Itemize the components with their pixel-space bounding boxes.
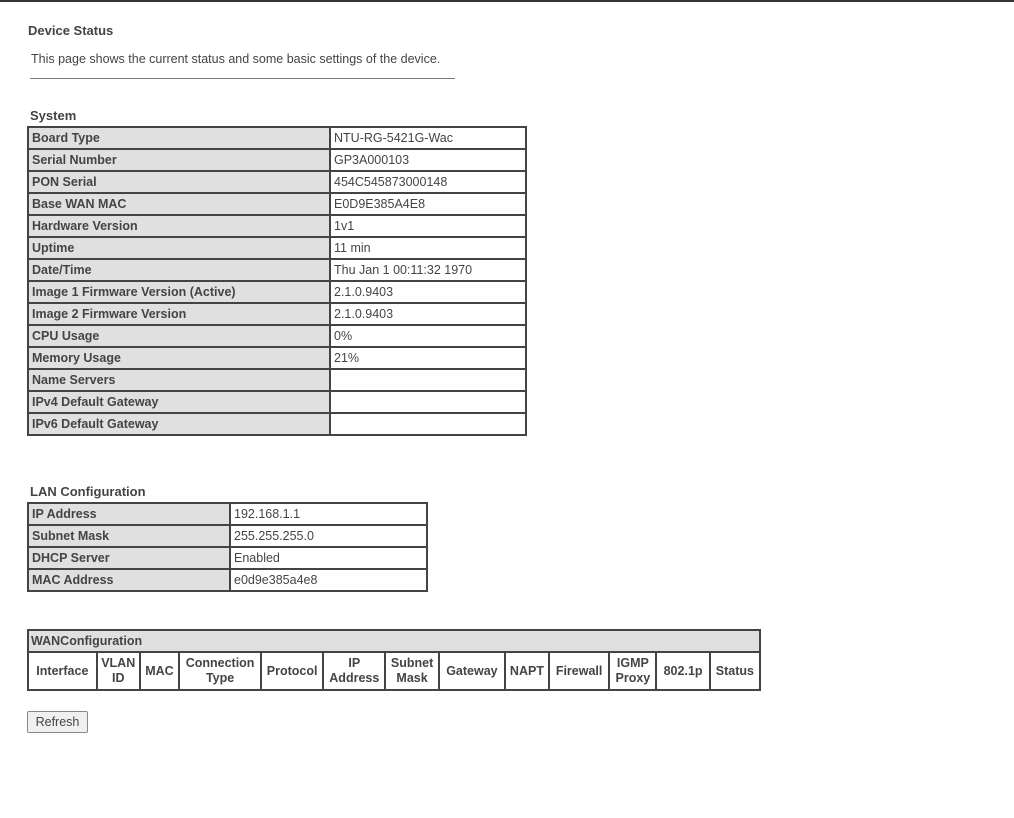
row-value: 2.1.0.9403 bbox=[329, 302, 527, 326]
row-label: CPU Usage bbox=[27, 324, 331, 348]
wan-column-header: Status bbox=[708, 651, 762, 691]
lan-table: IP Address 192.168.1.1 Subnet Mask 255.255.… bbox=[27, 502, 428, 592]
row-value: 2.1.0.9403 bbox=[329, 280, 527, 304]
row-label: IPv6 Default Gateway bbox=[27, 412, 331, 436]
wan-column-header: Firewall bbox=[547, 651, 611, 691]
table-row: Uptime 11 min bbox=[27, 236, 527, 260]
wan-column-header: 802.1p bbox=[655, 651, 711, 691]
refresh-button[interactable]: Refresh bbox=[27, 711, 88, 733]
wan-column-header: IGMP Proxy bbox=[608, 651, 658, 691]
wan-header-row: Interface VLAN ID MAC Connection Type Protocol… bbox=[27, 651, 762, 691]
row-value: GP3A000103 bbox=[329, 148, 527, 172]
table-row: Base WAN MAC E0D9E385A4E8 bbox=[27, 192, 527, 216]
table-row: Serial Number GP3A000103 bbox=[27, 148, 527, 172]
row-value: 192.168.1.1 bbox=[229, 502, 428, 526]
row-label: Base WAN MAC bbox=[27, 192, 331, 216]
table-row: PON Serial 454C545873000148 bbox=[27, 170, 527, 194]
top-border bbox=[0, 0, 1014, 2]
row-label: Subnet Mask bbox=[27, 524, 231, 548]
row-value: 11 min bbox=[329, 236, 527, 260]
table-row: CPU Usage 0% bbox=[27, 324, 527, 348]
wan-title: WANConfiguration bbox=[27, 629, 761, 653]
table-row: Memory Usage 21% bbox=[27, 346, 527, 370]
row-label: PON Serial bbox=[27, 170, 331, 194]
page-description: This page shows the current status and s… bbox=[31, 52, 441, 66]
wan-column-header: Connection Type bbox=[178, 651, 262, 691]
table-row: Subnet Mask 255.255.255.0 bbox=[27, 524, 428, 548]
row-value: E0D9E385A4E8 bbox=[329, 192, 527, 216]
wan-column-header: Protocol bbox=[259, 651, 325, 691]
wan-column-header: MAC bbox=[138, 651, 181, 691]
table-row: MAC Address e0d9e385a4e8 bbox=[27, 568, 428, 592]
row-label: Name Servers bbox=[27, 368, 331, 392]
page-title: Device Status bbox=[28, 23, 114, 38]
row-value: NTU-RG-5421G-Wac bbox=[329, 126, 527, 150]
wan-column-header: NAPT bbox=[504, 651, 550, 691]
row-label: MAC Address bbox=[27, 568, 231, 592]
row-label: Memory Usage bbox=[27, 346, 331, 370]
row-value: Thu Jan 1 00:11:32 1970 bbox=[329, 258, 527, 282]
table-row: Hardware Version 1v1 bbox=[27, 214, 527, 238]
wan-column-header: VLAN ID bbox=[95, 651, 141, 691]
row-value: e0d9e385a4e8 bbox=[229, 568, 428, 592]
wan-column-header: Interface bbox=[27, 651, 98, 691]
table-row: Name Servers bbox=[27, 368, 527, 392]
table-row: Image 1 Firmware Version (Active) 2.1.0.9… bbox=[27, 280, 527, 304]
table-row: IP Address 192.168.1.1 bbox=[27, 502, 428, 526]
table-row: DHCP Server Enabled bbox=[27, 546, 428, 570]
wan-table: WANConfiguration Interface VLAN ID MAC Conne… bbox=[27, 629, 762, 691]
wan-column-header: IP Address bbox=[322, 651, 387, 691]
table-row: IPv4 Default Gateway bbox=[27, 390, 527, 414]
wan-column-header: Subnet Mask bbox=[384, 651, 440, 691]
row-label: Serial Number bbox=[27, 148, 331, 172]
row-value: 454C545873000148 bbox=[329, 170, 527, 194]
row-label: IP Address bbox=[27, 502, 231, 526]
row-label: Hardware Version bbox=[27, 214, 331, 238]
row-label: Image 2 Firmware Version bbox=[27, 302, 331, 326]
wan-column-header: Gateway bbox=[437, 651, 507, 691]
row-label: Uptime bbox=[27, 236, 331, 260]
system-table: Board Type NTU-RG-5421G-Wac Serial Number G… bbox=[27, 126, 527, 436]
lan-section-title: LAN Configuration bbox=[30, 484, 146, 499]
row-label: Image 1 Firmware Version (Active) bbox=[27, 280, 331, 304]
row-value bbox=[329, 390, 527, 414]
row-value: 1v1 bbox=[329, 214, 527, 238]
row-value: 21% bbox=[329, 346, 527, 370]
table-row: IPv6 Default Gateway bbox=[27, 412, 527, 436]
row-value: Enabled bbox=[229, 546, 428, 570]
row-value: 255.255.255.0 bbox=[229, 524, 428, 548]
row-label: Date/Time bbox=[27, 258, 331, 282]
row-label: DHCP Server bbox=[27, 546, 231, 570]
row-value bbox=[329, 368, 527, 392]
table-row: Board Type NTU-RG-5421G-Wac bbox=[27, 126, 527, 150]
divider bbox=[30, 78, 455, 79]
row-label: IPv4 Default Gateway bbox=[27, 390, 331, 414]
row-value: 0% bbox=[329, 324, 527, 348]
table-row: Date/Time Thu Jan 1 00:11:32 1970 bbox=[27, 258, 527, 282]
system-section-title: System bbox=[30, 108, 77, 123]
row-value bbox=[329, 412, 527, 436]
row-label: Board Type bbox=[27, 126, 331, 150]
table-row: Image 2 Firmware Version 2.1.0.9403 bbox=[27, 302, 527, 326]
